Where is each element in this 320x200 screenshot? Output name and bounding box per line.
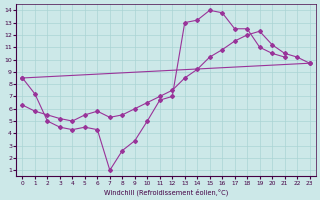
- X-axis label: Windchill (Refroidissement éolien,°C): Windchill (Refroidissement éolien,°C): [104, 188, 228, 196]
